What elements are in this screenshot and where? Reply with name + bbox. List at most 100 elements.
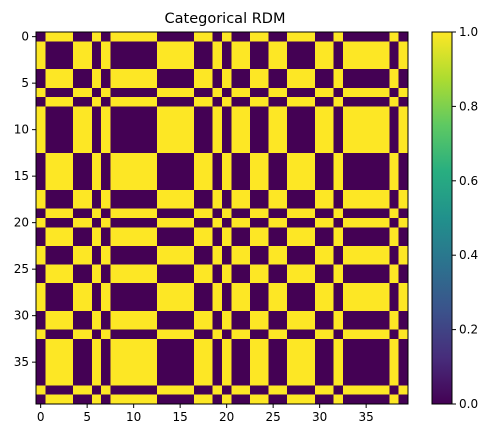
heatmap-cell <box>268 41 279 51</box>
heatmap-cell <box>361 236 372 247</box>
heatmap-cell <box>361 273 372 284</box>
heatmap-cell <box>352 218 362 228</box>
heatmap-cell <box>194 245 204 256</box>
heatmap-cell <box>380 78 390 89</box>
heatmap-cell <box>45 134 55 144</box>
heatmap-cell <box>110 125 121 135</box>
heatmap-cell <box>203 69 214 79</box>
heatmap-cell <box>175 59 186 70</box>
heatmap-cell <box>259 376 269 386</box>
heatmap-cell <box>296 152 307 163</box>
heatmap-cell <box>184 338 195 349</box>
heatmap-cell <box>277 69 288 79</box>
heatmap-cell <box>249 320 260 330</box>
heatmap-cell <box>36 32 46 42</box>
heatmap-cell <box>315 245 325 256</box>
heatmap-cell <box>370 385 381 396</box>
heatmap-cell <box>342 311 353 321</box>
heatmap-cell <box>82 227 93 237</box>
heatmap-cell <box>110 376 121 386</box>
heatmap-cell <box>36 69 46 79</box>
heatmap-cell <box>240 125 251 135</box>
heatmap-cell <box>380 301 390 312</box>
heatmap-cell <box>398 236 409 247</box>
heatmap-cell <box>203 218 214 228</box>
heatmap-cell <box>129 106 139 117</box>
heatmap-cell <box>398 301 409 312</box>
heatmap-cell <box>277 385 288 396</box>
heatmap-cell <box>166 190 176 200</box>
heatmap-cell <box>203 32 214 42</box>
heatmap-cell <box>259 311 269 321</box>
heatmap-cell <box>315 385 325 396</box>
heatmap-cell <box>222 394 232 405</box>
heatmap-cell <box>277 208 288 219</box>
heatmap-cell <box>45 255 55 265</box>
heatmap-cell <box>315 171 325 182</box>
heatmap-cell <box>175 143 186 154</box>
heatmap-cell <box>296 255 307 265</box>
heatmap-cell <box>222 218 232 228</box>
heatmap-cell <box>129 190 139 200</box>
heatmap-cell <box>91 255 102 265</box>
heatmap-cell <box>184 292 195 303</box>
heatmap-cell <box>361 338 372 349</box>
heatmap-cell <box>147 385 158 396</box>
heatmap-cell <box>54 87 65 98</box>
heatmap-cell <box>91 171 102 182</box>
heatmap-cell <box>212 69 223 79</box>
heatmap-cell <box>333 329 344 340</box>
heatmap-cell <box>36 59 46 70</box>
heatmap-cell <box>166 273 176 284</box>
heatmap-cell <box>119 283 130 293</box>
heatmap-cell <box>212 218 223 228</box>
heatmap-cell <box>305 255 316 265</box>
heatmap-cell <box>63 264 74 275</box>
heatmap-cell <box>333 143 344 154</box>
heatmap-cell <box>63 348 74 358</box>
heatmap-cell <box>222 301 232 312</box>
heatmap-cell <box>268 273 279 284</box>
heatmap-cell <box>352 320 362 330</box>
heatmap-cell <box>352 87 362 98</box>
heatmap-cell <box>249 125 260 135</box>
heatmap-cell <box>277 320 288 330</box>
heatmap-cell <box>119 50 130 61</box>
heatmap-cell <box>259 366 269 377</box>
x-tick-label: 25 <box>266 410 281 424</box>
heatmap-cell <box>91 162 102 172</box>
heatmap-cell <box>129 348 139 358</box>
heatmap-cell <box>389 301 400 312</box>
heatmap-cell <box>361 255 372 265</box>
heatmap-cell <box>54 78 65 89</box>
heatmap-cell <box>324 59 334 70</box>
heatmap-cell <box>259 152 269 163</box>
heatmap-cell <box>222 255 232 265</box>
heatmap <box>36 32 409 405</box>
heatmap-cell <box>315 41 325 51</box>
heatmap-cell <box>380 125 390 135</box>
heatmap-cell <box>222 348 232 358</box>
heatmap-cell <box>54 273 65 284</box>
heatmap-cell <box>110 273 121 284</box>
heatmap-cell <box>73 199 83 210</box>
heatmap-cell <box>324 162 334 172</box>
heatmap-cell <box>36 283 46 293</box>
heatmap-cell <box>91 208 102 219</box>
heatmap-cell <box>277 87 288 98</box>
heatmap-cell <box>203 366 214 377</box>
heatmap-cell <box>175 236 186 247</box>
heatmap-cell <box>259 320 269 330</box>
heatmap-cell <box>129 320 139 330</box>
heatmap-cell <box>138 143 148 154</box>
heatmap-cell <box>268 171 279 182</box>
heatmap-cell <box>166 199 176 210</box>
heatmap-cell <box>45 143 55 154</box>
heatmap-cell <box>36 190 46 200</box>
heatmap-cell <box>91 357 102 368</box>
heatmap-cell <box>333 338 344 349</box>
heatmap-cell <box>54 366 65 377</box>
heatmap-cell <box>194 171 204 182</box>
heatmap-cell <box>268 87 279 98</box>
heatmap-cell <box>194 208 204 219</box>
